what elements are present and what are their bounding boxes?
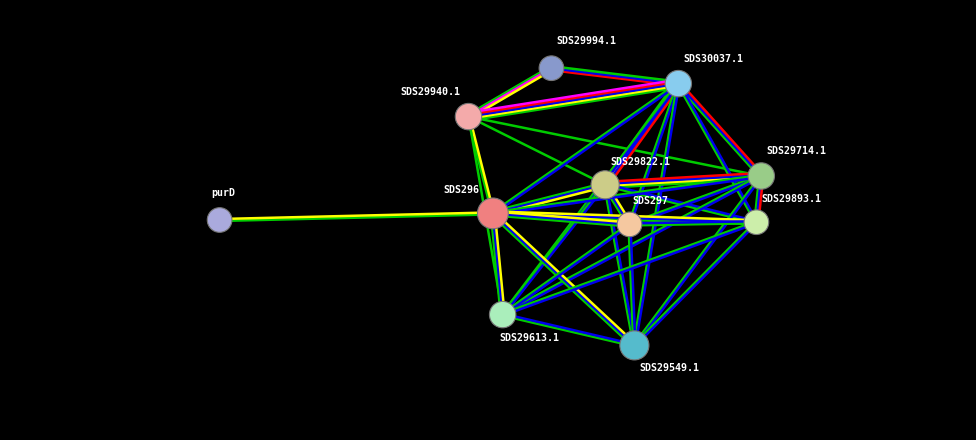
Text: SDS29549.1: SDS29549.1 [639,363,700,374]
Text: SDS30037.1: SDS30037.1 [683,54,744,64]
Circle shape [748,163,775,189]
Circle shape [455,103,482,130]
Circle shape [617,212,642,237]
Text: purD: purD [212,188,235,198]
Text: SDS29893.1: SDS29893.1 [761,194,822,204]
Circle shape [207,208,232,232]
Circle shape [744,210,769,235]
Text: SDS29613.1: SDS29613.1 [500,333,559,343]
Text: SDS297: SDS297 [632,196,669,206]
Circle shape [477,198,508,229]
Circle shape [665,70,692,97]
Circle shape [539,56,564,81]
Circle shape [489,301,516,328]
Circle shape [591,171,619,199]
Circle shape [620,331,649,360]
Text: SDS29714.1: SDS29714.1 [766,146,827,156]
Text: SDS29822.1: SDS29822.1 [610,157,671,167]
Text: SDS296: SDS296 [443,185,479,195]
Text: SDS29994.1: SDS29994.1 [556,36,617,46]
Text: SDS29940.1: SDS29940.1 [400,87,461,97]
